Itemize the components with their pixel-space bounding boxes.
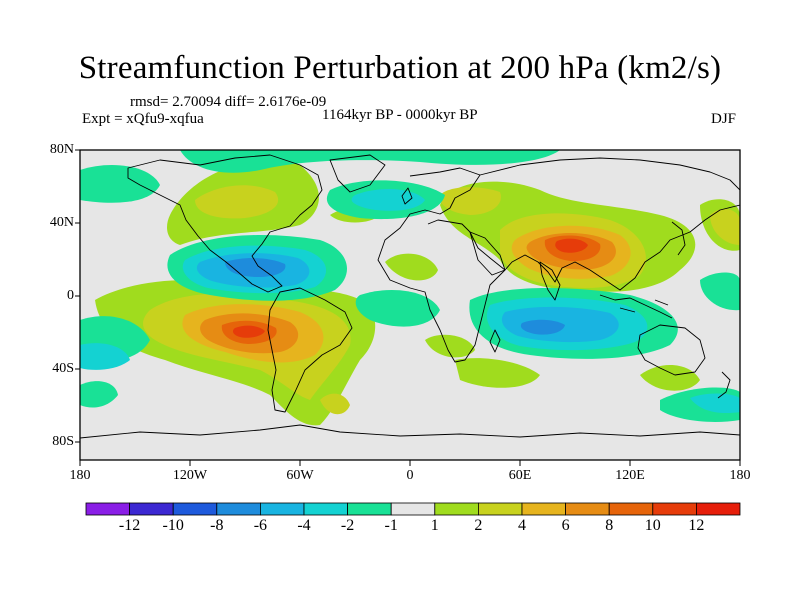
- lon-tick-180e: 180: [729, 468, 751, 483]
- lon-tick-120w: 120W: [172, 468, 208, 483]
- lon-tick-180w: 180: [69, 468, 91, 483]
- coast-madagascar: [489, 329, 501, 353]
- contour-io-blue: [520, 319, 565, 335]
- season-label: DJF: [711, 111, 737, 127]
- contour-satl-cyan: [355, 290, 440, 327]
- lat-tick-40s: 40S: [52, 361, 74, 376]
- colorbar-swatch: [521, 502, 566, 516]
- colorbar-swatch: [172, 502, 218, 516]
- coast-india: [539, 261, 561, 301]
- contour-sindian-green: [640, 364, 700, 391]
- contour-nh-yellow: [195, 185, 279, 219]
- colorbar-label: -6: [253, 517, 268, 534]
- lat-tick-80s: 80S: [52, 434, 74, 449]
- contour-spac-cyan: [700, 272, 740, 311]
- contour-sam-south-yellow: [320, 393, 350, 415]
- coast-north-america: [127, 154, 323, 293]
- colorbar-swatch: [259, 502, 305, 516]
- colorbar-swatch: [390, 502, 436, 516]
- coastlines: [80, 154, 740, 439]
- contour-atl-green: [455, 358, 540, 388]
- lon-tick-120e: 120E: [615, 468, 645, 483]
- coast-sea-islands: [599, 294, 673, 319]
- coast-uk: [401, 187, 413, 205]
- colorbar-label: -8: [210, 517, 224, 534]
- colorbar-label: 12: [688, 517, 705, 534]
- contour-sam-10to12: [232, 325, 265, 338]
- colorbar-swatch: [696, 502, 741, 516]
- coast-antarctica: [80, 424, 740, 439]
- lon-tick-60e: 60E: [508, 468, 532, 483]
- colorbar-label: 10: [644, 517, 661, 534]
- coast-australia: [637, 324, 706, 376]
- coast-asia: [479, 157, 740, 291]
- experiment-label: Expt = xQfu9-xqfua: [82, 111, 204, 127]
- lat-tick-80n: 80N: [49, 142, 74, 157]
- axis-ticks: [75, 149, 741, 466]
- colorbar-label: -10: [162, 517, 184, 534]
- colorbar-label: 8: [605, 517, 614, 534]
- colorbar-label: -12: [118, 517, 141, 534]
- colorbar-swatch: [85, 502, 130, 516]
- contour-sp-turq: [80, 343, 130, 370]
- colorbar-label: -4: [297, 517, 311, 534]
- contour-np-cyan: [80, 165, 160, 203]
- colorbar-swatch: [129, 502, 174, 516]
- colorbar-swatch: [434, 502, 479, 516]
- contour-asia-10to12: [555, 238, 588, 253]
- colorbar-label: 6: [561, 517, 570, 534]
- colorbar-swatch: [652, 502, 697, 516]
- colorbar: [85, 502, 741, 516]
- rmsd-stats: rmsd= 2.70094 diff= 2.6176e-09: [130, 94, 327, 110]
- colorbar-label: -2: [340, 517, 355, 534]
- lon-tick-60w: 60W: [286, 468, 314, 483]
- contour-atl-yellow: [439, 187, 501, 215]
- contour-arctic-cyan: [180, 150, 560, 173]
- coast-europe-africa: [377, 167, 506, 363]
- lon-tick-0: 0: [406, 468, 414, 483]
- colorbar-swatch: [347, 502, 392, 516]
- colorbar-swatch: [565, 502, 610, 516]
- lat-tick-40n: 40N: [49, 215, 74, 230]
- contour-so-turq: [690, 393, 740, 414]
- coast-new-zealand: [717, 371, 731, 399]
- contour-fields: [80, 150, 740, 426]
- contour-natl-turq: [351, 188, 425, 211]
- contour-sp-lower: [80, 381, 118, 408]
- colorbar-swatch: [303, 502, 348, 516]
- lat-tick-0: 0: [67, 288, 74, 303]
- coast-greenland: [329, 154, 386, 193]
- contour-africa-green: [385, 253, 438, 281]
- contour-safrica-green: [425, 334, 475, 358]
- colorbar-swatch: [608, 502, 654, 516]
- coast-japan: [671, 221, 686, 256]
- coast-south-america: [267, 287, 353, 413]
- colorbar-swatch: [216, 502, 261, 516]
- contour-trop-blue: [225, 258, 286, 277]
- colorbar-label: 2: [474, 517, 483, 534]
- colorbar-label: 1: [430, 517, 439, 534]
- period-label: 1164kyr BP - 0000kyr BP: [322, 107, 478, 123]
- colorbar-label: 4: [518, 517, 526, 534]
- colorbar-label: -1: [384, 517, 398, 534]
- contour-pac-east-yellow: [710, 208, 740, 245]
- plot-title: Streamfunction Perturbation at 200 hPa (…: [78, 50, 722, 86]
- colorbar-swatch: [477, 502, 523, 516]
